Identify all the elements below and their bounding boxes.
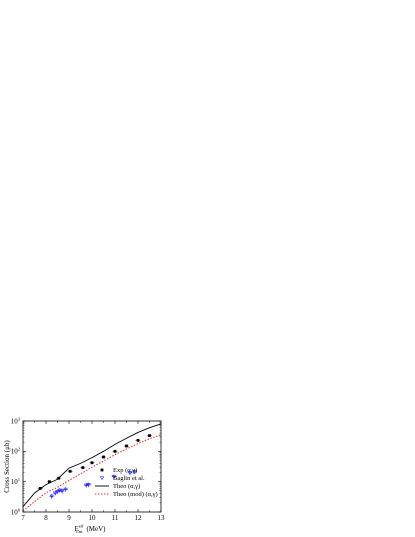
legend-label: Exp (α,γ) [113,467,137,474]
baglin-point [84,483,89,488]
y-tick-label: 102 [11,447,21,456]
exp-point [48,480,51,484]
exp-point [113,449,117,453]
plot-frame [22,420,162,513]
legend: Exp (α,γ)Baglin et al.Theo (α,γ)Theo (mo… [95,467,158,498]
theo-mod-line [22,434,162,512]
y-axis-label: Cross Section (μb) [3,440,11,493]
legend-label: Theo (mod) (α,γ) [113,491,158,498]
exp-point [38,486,42,490]
exp-point [81,466,85,470]
baglin-point [86,483,91,487]
y-tick-label: 103 [11,416,21,425]
x-tick-label: 9 [67,514,71,522]
exp-point [90,461,94,465]
legend-label: Baglin et al. [113,475,145,482]
x-tick-label: 13 [158,514,166,522]
legend-marker-baglin [99,476,105,481]
exp-point [68,469,72,473]
y-tick-label: 100 [11,507,21,516]
baglin-point [111,475,117,479]
y-tick-label: 101 [11,477,21,486]
legend-label: Theo (α,γ) [113,483,140,490]
exp-point [136,438,140,442]
legend-marker-exp [100,468,104,472]
baglin-point [53,491,58,496]
plot-area [22,423,162,512]
theo-line [22,423,162,507]
exp-point [102,455,105,459]
baglin-point [127,471,133,475]
axes: 7 8 9 10 11 12 13 100 101 102 103 Cross Section (μb… [3,416,165,534]
exp-point [125,444,128,448]
baglin-point [132,470,137,475]
x-tick-label: 10 [89,514,97,522]
baglin-point [59,489,65,494]
x-tick-label: 12 [135,514,143,522]
baglin-point [63,487,68,492]
exp-point [148,434,151,438]
x-tick-label: 11 [112,514,119,522]
x-axis-label: Eeff c.m. (MeV) [74,524,106,534]
x-tick-label: 8 [44,514,48,522]
x-tick-label: 7 [21,514,25,522]
baglin-point [49,494,54,499]
exp-point [57,476,61,480]
